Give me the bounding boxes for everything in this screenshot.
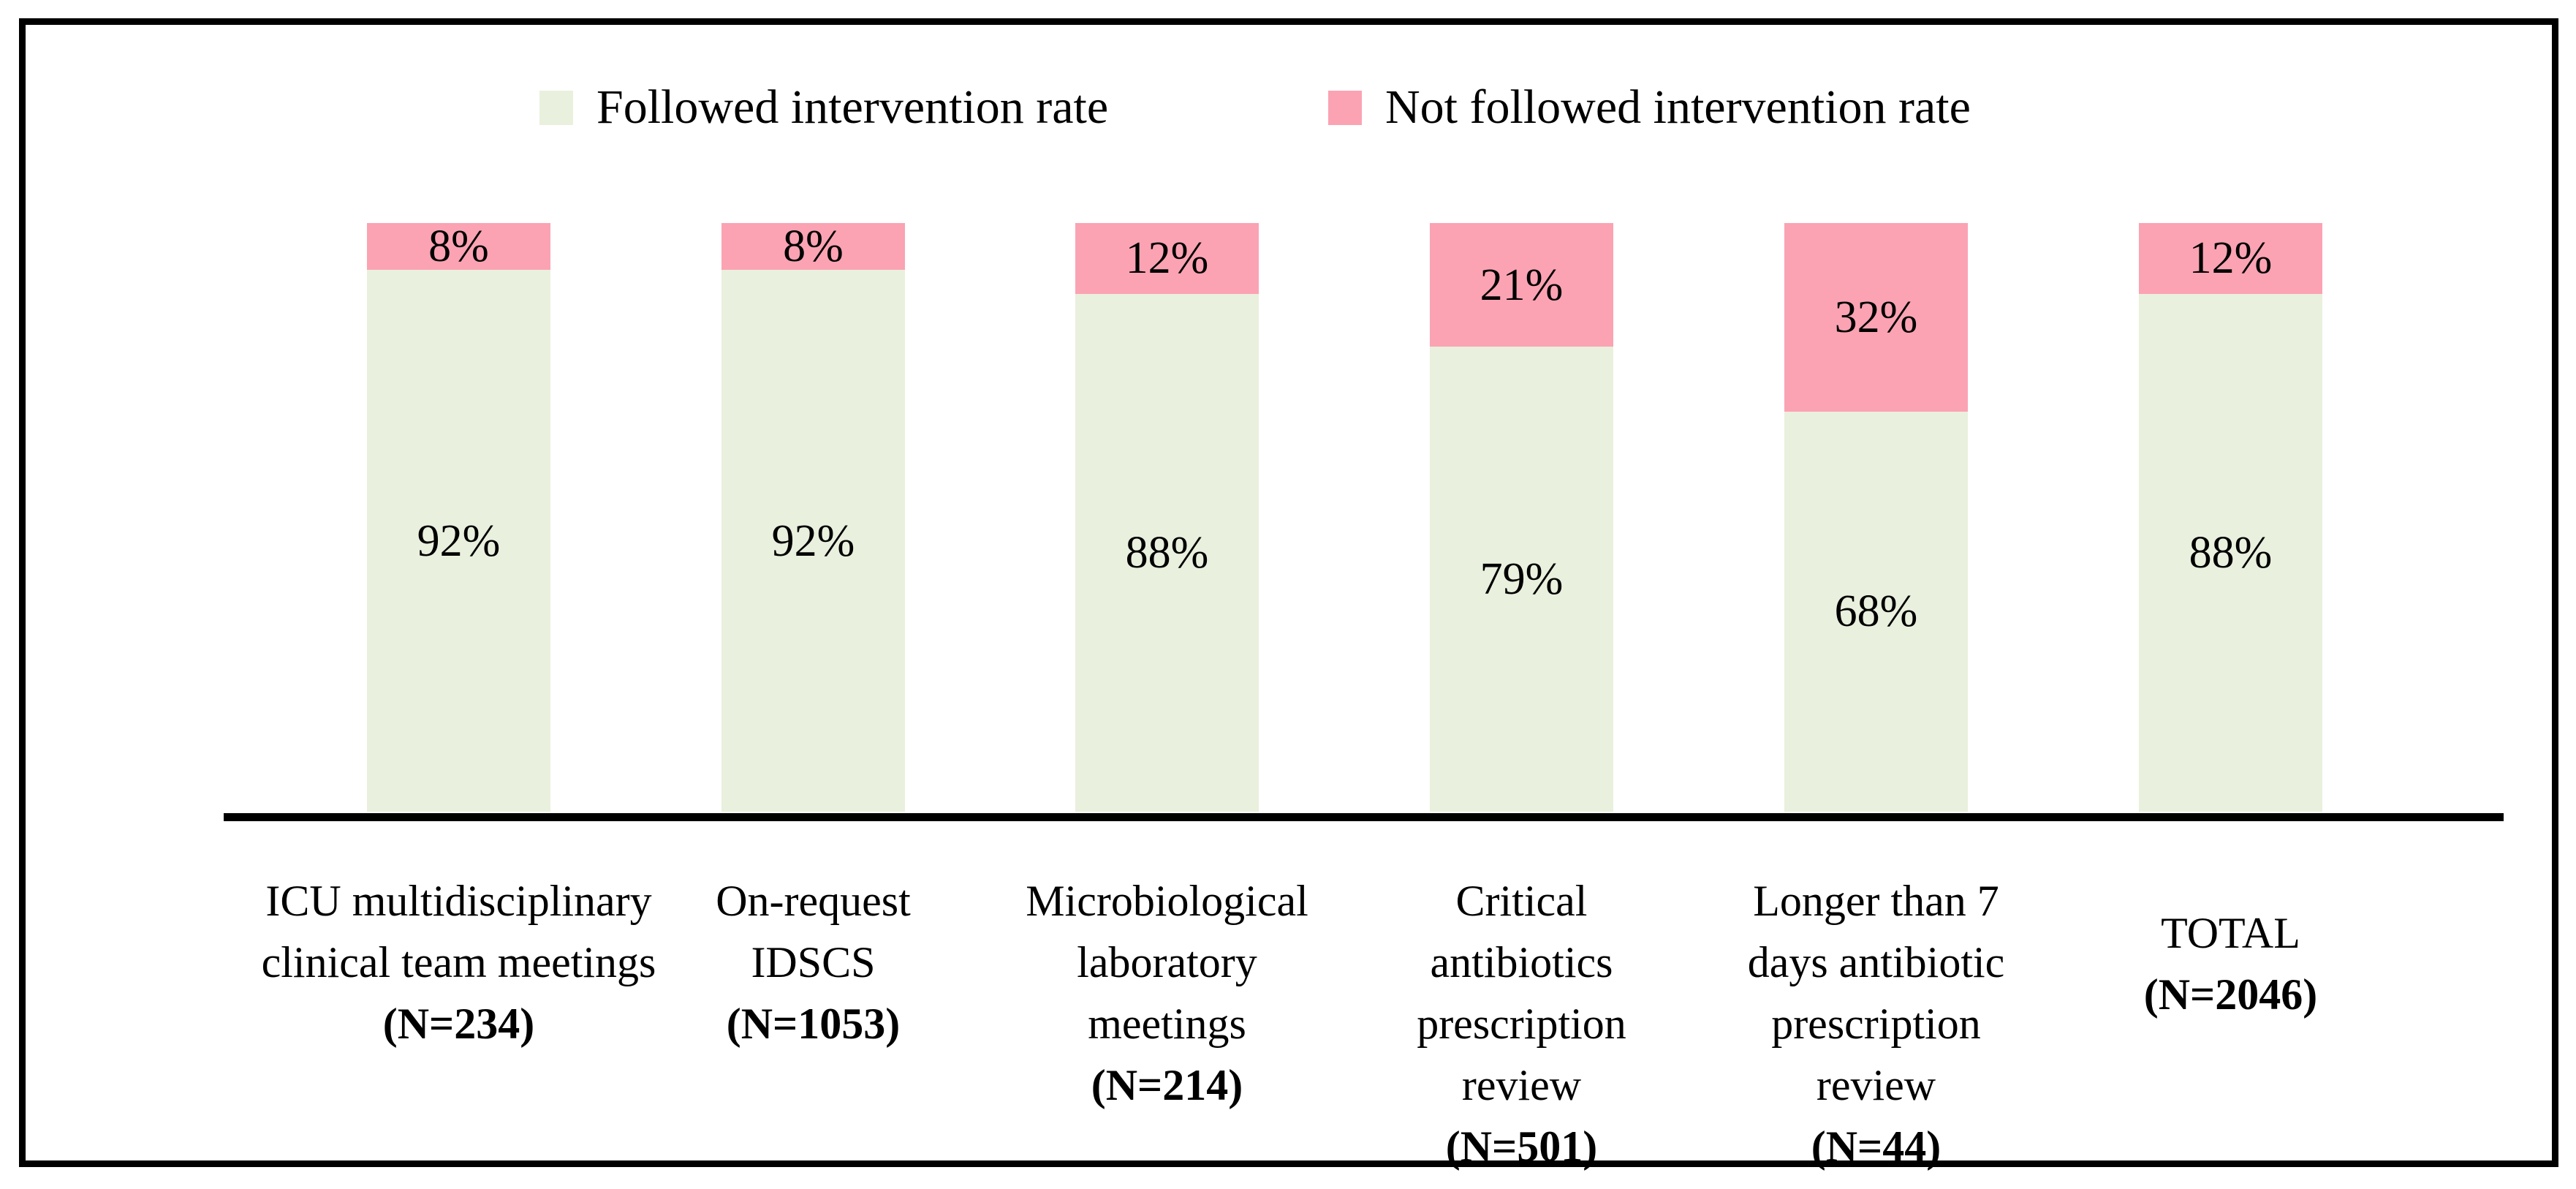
bar-2-not-followed-value-label: 8% — [783, 222, 844, 272]
bar-5-followed-value-label: 68% — [1834, 586, 1918, 637]
category-name-text: Critical antibiotics prescription review — [1417, 877, 1626, 1109]
followed-swatch-icon — [539, 90, 573, 125]
bar-6-not-followed-value-label: 12% — [2189, 233, 2273, 284]
x-axis-line — [224, 813, 2504, 821]
bar-3-not-followed-value-label: 12% — [1125, 233, 1209, 284]
not-followed-swatch-icon — [1328, 90, 1362, 125]
bar-1-followed-segment: 92% — [367, 270, 550, 812]
category-label-6: TOTAL (N=2046) — [1946, 870, 2516, 1025]
bar-5-followed-segment: 68% — [1784, 411, 1968, 812]
bar-3-followed-value-label: 88% — [1125, 527, 1209, 578]
category-label-3: Microbiological laboratory meetings (N=21… — [882, 870, 1452, 1116]
category-name-text: Microbiological laboratory meetings — [1026, 877, 1308, 1048]
legend-item-not-followed: Not followed intervention rate — [1328, 79, 1971, 136]
bar-4-not-followed-value-label: 21% — [1480, 260, 1564, 310]
category-label-4: Critical antibiotics prescription review… — [1237, 870, 1807, 1177]
category-n-count: (N=501) — [1445, 1122, 1598, 1171]
bar-4-not-followed-segment: 21% — [1430, 223, 1613, 347]
bar-4-followed-segment: 79% — [1430, 347, 1613, 812]
category-label-1: ICU multidisciplinary clinical team meet… — [174, 870, 744, 1054]
legend-item-followed: Followed intervention rate — [539, 79, 1108, 136]
category-name-text: Longer than 7 days antibiotic prescripti… — [1747, 877, 2005, 1109]
category-n-count: (N=1053) — [726, 1000, 901, 1048]
bar-2-followed-segment: 92% — [721, 270, 905, 812]
bar-2-followed-value-label: 92% — [771, 516, 855, 566]
legend-label-followed: Followed intervention rate — [596, 80, 1109, 134]
category-n-count: (N=214) — [1091, 1061, 1243, 1109]
bar-1-not-followed-value-label: 8% — [428, 222, 489, 272]
category-name-text: ICU multidisciplinary clinical team meet… — [261, 877, 656, 986]
bar-3-not-followed-segment: 12% — [1075, 223, 1259, 294]
category-n-count: (N=234) — [382, 1000, 535, 1048]
bar-1-followed-value-label: 92% — [417, 516, 501, 566]
bar-1-not-followed-segment: 8% — [367, 222, 550, 272]
bar-column-4: 21% 79% — [1430, 223, 1613, 812]
bar-column-5: 32% 68% — [1784, 223, 1968, 812]
figure-border — [19, 18, 2558, 1167]
category-name-text: On-request IDSCS — [716, 877, 911, 986]
bar-6-not-followed-segment: 12% — [2139, 223, 2322, 294]
legend-label-not-followed: Not followed intervention rate — [1385, 80, 1971, 134]
category-n-count: (N=44) — [1811, 1122, 1942, 1171]
category-label-5: Longer than 7 days antibiotic prescripti… — [1591, 870, 2162, 1177]
category-label-2: On-request IDSCS (N=1053) — [529, 870, 1099, 1054]
bar-3-followed-segment: 88% — [1075, 293, 1259, 812]
bar-column-1: 8% 92% — [367, 223, 550, 812]
bar-4-followed-value-label: 79% — [1480, 554, 1564, 605]
bar-column-3: 12% 88% — [1075, 223, 1259, 812]
bar-5-not-followed-segment: 32% — [1784, 223, 1968, 412]
bar-5-not-followed-value-label: 32% — [1834, 292, 1918, 342]
bar-6-followed-value-label: 88% — [2189, 527, 2273, 578]
bar-column-2: 8% 92% — [721, 223, 905, 812]
category-name-text: TOTAL — [2161, 909, 2300, 957]
bar-2-not-followed-segment: 8% — [721, 222, 905, 272]
category-n-count: (N=2046) — [2143, 970, 2318, 1019]
bar-6-followed-segment: 88% — [2139, 293, 2322, 812]
bar-column-6: 12% 88% — [2139, 223, 2322, 812]
